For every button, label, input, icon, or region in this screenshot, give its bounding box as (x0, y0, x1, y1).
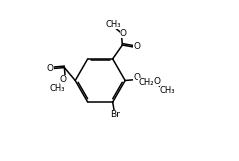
Text: O: O (120, 28, 127, 38)
Text: CH₃: CH₃ (105, 20, 120, 29)
Text: CH₂: CH₂ (138, 78, 154, 87)
Text: O: O (153, 77, 160, 86)
Text: O: O (133, 73, 140, 82)
Text: CH₃: CH₃ (49, 84, 65, 93)
Text: O: O (47, 64, 54, 73)
Text: Br: Br (110, 110, 120, 119)
Text: O: O (133, 42, 140, 51)
Text: CH₃: CH₃ (160, 86, 175, 95)
Text: O: O (60, 75, 67, 84)
